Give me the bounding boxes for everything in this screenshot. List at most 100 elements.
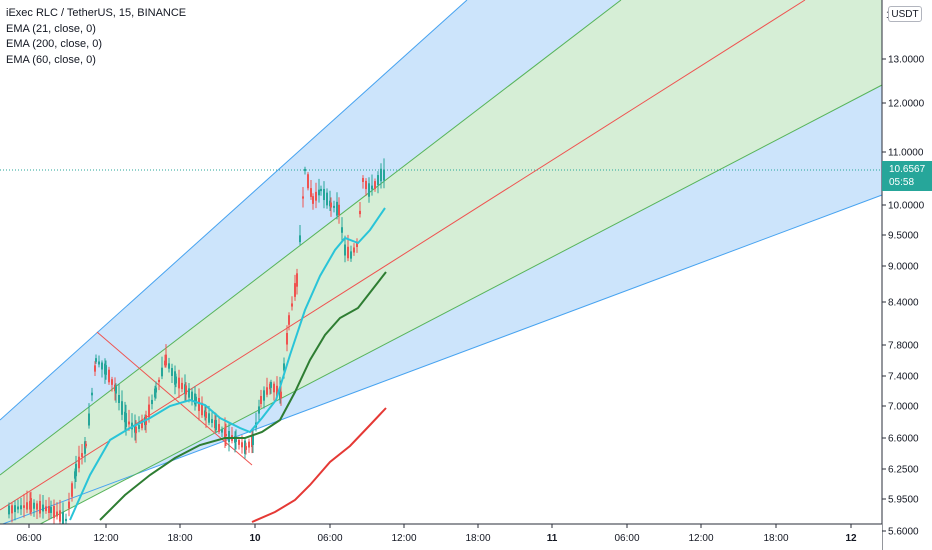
time-axis-panel[interactable] [0,524,882,550]
time-label: 18:00 [167,533,192,544]
candle-body [141,419,143,429]
candle-body [71,483,73,497]
price-axis-panel[interactable] [882,0,932,550]
candle-body [23,505,25,508]
price-label: 9.0000 [888,262,919,273]
candle-body [359,210,361,215]
indicator-ema-21[interactable]: EMA (21, close, 0) [6,22,96,35]
candle-body [336,201,338,216]
time-label: 12:00 [93,533,118,544]
price-label: 6.2500 [888,465,919,476]
candle-body [84,441,86,454]
candle-body [235,438,237,442]
time-label: 06:00 [614,533,639,544]
candle-body [17,506,19,510]
candle-body [225,433,227,437]
candle-body [53,505,55,519]
candle-body [85,443,87,447]
candle-body [20,505,22,510]
time-label: 11 [547,533,558,544]
candle-body [78,456,80,469]
candle-body [310,188,312,197]
candle-body [178,377,180,389]
time-label: 18:00 [763,533,788,544]
candle-body [42,504,44,512]
candle-body [258,406,260,414]
candle-body [48,506,50,513]
price-label: 7.4000 [888,372,919,383]
candle-body [245,446,247,450]
candle-body [266,387,268,395]
candle-body [59,510,61,522]
candle-body [62,511,64,525]
candle-body [383,169,385,181]
candle-body [115,386,117,394]
candle-body [8,505,10,515]
candle-body [347,246,349,259]
candle-body [105,365,107,375]
indicator-ema-200[interactable]: EMA (200, close, 0) [6,38,102,50]
candle-body [241,442,243,448]
ema-21-line [69,207,386,521]
price-label: 7.8000 [888,341,919,352]
candle-body [201,402,203,416]
candle-body [188,388,190,398]
candle-body [326,192,328,206]
candle-body [283,363,285,371]
candle-body [320,188,322,192]
candle-body [128,421,130,425]
candle-body [161,367,163,377]
candle-body [108,369,110,383]
candle-body [260,396,262,404]
candle-body [294,283,296,297]
time-label: 06:00 [16,533,41,544]
candle-body [380,168,382,182]
candle-body [165,354,167,366]
time-label: 12:00 [391,533,416,544]
candle-body [68,501,70,509]
candle-body [276,385,278,397]
symbol-title[interactable]: iExec RLC / TetherUS, 15, BINANCE [6,7,187,19]
candle-body [14,505,16,513]
candle-body [171,368,173,376]
candle-body [270,382,272,388]
candle-body [75,463,77,477]
candle-body [94,365,96,372]
candle-body [91,392,93,396]
candle-body [353,247,355,253]
candle-body [323,188,325,201]
candle-body [121,401,123,415]
candle-body [296,273,298,287]
candle-body [158,379,160,383]
price-label: 5.6000 [888,527,919,538]
candle-body [377,175,379,185]
candle-body [344,244,346,256]
price-label: 10.0000 [888,201,925,212]
price-label: 13.0000 [888,55,925,66]
bar-countdown: 05:58 [889,177,915,188]
candle-body [356,242,358,248]
price-label: 5.9500 [888,495,919,506]
candle-body [65,518,67,522]
candle-body [30,498,32,512]
channel-upper-line [0,0,468,421]
candle-body [341,227,343,233]
currency-badge[interactable]: USDT [888,6,922,22]
candle-body [39,500,41,514]
candle-body [291,303,293,307]
candle-body [198,397,200,412]
candle-body [368,183,370,197]
candle-body [362,178,364,182]
indicator-ema-60[interactable]: EMA (60, close, 0) [6,53,96,66]
candle-body [280,391,282,399]
candle-body [185,385,187,395]
candle-body [125,413,127,427]
channel-inner-upper-line [0,0,622,476]
chart-legend: iExec RLC / TetherUS, 15, BINANCE EMA (2… [6,6,186,68]
time-label: 12:00 [688,533,713,544]
last-price-tag: 10.6567 05:58 [882,161,932,191]
channel-inner-fill [0,0,882,545]
candle-body [211,419,213,423]
candle-body [333,205,335,208]
